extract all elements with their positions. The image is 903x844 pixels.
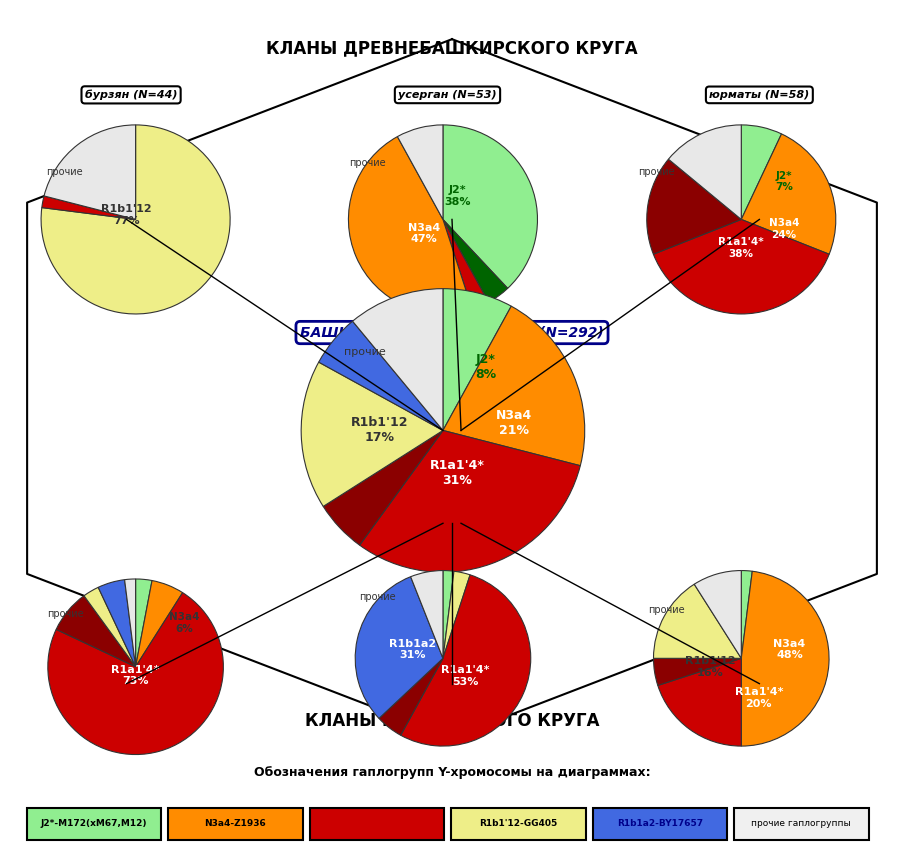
Text: N3a4-Z1936: N3a4-Z1936 (204, 820, 266, 828)
Wedge shape (740, 571, 828, 746)
Text: R1a1'4*
53%: R1a1'4* 53% (440, 665, 489, 687)
Text: R1b1'12
16%: R1b1'12 16% (684, 657, 735, 678)
Wedge shape (84, 587, 135, 667)
FancyBboxPatch shape (733, 808, 868, 840)
Wedge shape (359, 430, 580, 572)
Text: прочие гаплогруппы: прочие гаплогруппы (750, 820, 851, 828)
Text: J2*
7%: J2* 7% (774, 170, 792, 192)
Text: прочие: прочие (358, 592, 395, 602)
Text: N3a4
47%: N3a4 47% (407, 223, 440, 245)
Wedge shape (667, 125, 740, 219)
FancyBboxPatch shape (168, 808, 303, 840)
Wedge shape (442, 219, 507, 302)
Text: тунгаур (N=25): тунгаур (N=25) (710, 662, 807, 672)
Wedge shape (44, 125, 135, 219)
Wedge shape (378, 658, 442, 735)
Wedge shape (646, 160, 740, 254)
Text: R1b1'12
77%: R1b1'12 77% (101, 204, 152, 225)
Text: R1b1a2
31%: R1b1a2 31% (388, 639, 435, 660)
Wedge shape (348, 137, 471, 314)
Text: N3a4
21%: N3a4 21% (495, 409, 531, 437)
Text: БАШКИРЫ ЮГО-ВОСТОЧНЫЕ (N=292): БАШКИРЫ ЮГО-ВОСТОЧНЫЕ (N=292) (300, 326, 603, 339)
Wedge shape (355, 576, 442, 718)
Text: R1a1'4*-M198(xM458): R1a1'4*-M198(xM458) (321, 820, 433, 828)
Text: прочие: прочие (47, 609, 84, 619)
Text: J2*-M172(xM67,M12): J2*-M172(xM67,M12) (41, 820, 147, 828)
Text: N3a4
48%: N3a4 48% (773, 639, 805, 660)
Wedge shape (442, 571, 453, 658)
Text: прочие: прочие (344, 348, 386, 358)
Wedge shape (653, 658, 740, 685)
Wedge shape (60, 143, 137, 224)
Text: R1a1'4*
73%: R1a1'4* 73% (111, 665, 160, 686)
Wedge shape (323, 430, 442, 545)
Wedge shape (301, 362, 442, 506)
Text: прочие: прочие (638, 167, 674, 177)
FancyBboxPatch shape (592, 808, 726, 840)
Text: КЛАНЫ ДРЕВНЕБАШКИРСКОГО КРУГА: КЛАНЫ ДРЕВНЕБАШКИРСКОГО КРУГА (265, 39, 638, 57)
Wedge shape (58, 203, 137, 224)
Wedge shape (41, 125, 230, 314)
Wedge shape (653, 584, 740, 658)
Wedge shape (98, 580, 135, 667)
Wedge shape (135, 579, 152, 667)
Text: прочие: прочие (647, 605, 684, 615)
Wedge shape (442, 306, 584, 466)
Wedge shape (400, 575, 530, 746)
Text: N3a4
6%: N3a4 6% (169, 612, 199, 634)
Wedge shape (442, 219, 488, 310)
Text: R1b1'12-GG405: R1b1'12-GG405 (479, 820, 557, 828)
Text: R1a1'4*
20%: R1a1'4* 20% (734, 687, 782, 709)
Text: R1b1'12
17%: R1b1'12 17% (350, 416, 407, 445)
Text: R1a1'4*
31%: R1a1'4* 31% (429, 459, 484, 487)
FancyBboxPatch shape (27, 808, 161, 840)
Wedge shape (740, 125, 781, 219)
Wedge shape (653, 219, 828, 314)
Wedge shape (319, 322, 442, 430)
Wedge shape (48, 592, 223, 755)
Wedge shape (57, 143, 218, 304)
Wedge shape (410, 571, 442, 658)
Text: прочие: прочие (46, 167, 83, 177)
Text: юрматы (N=58): юрматы (N=58) (709, 89, 808, 100)
Wedge shape (135, 581, 182, 667)
Wedge shape (42, 196, 135, 219)
Wedge shape (740, 134, 835, 254)
Text: прочие: прочие (349, 158, 386, 168)
Wedge shape (442, 125, 537, 289)
FancyBboxPatch shape (451, 808, 585, 840)
Wedge shape (125, 579, 135, 667)
Wedge shape (397, 125, 442, 219)
Text: КЛАНЫ КЫПЧАКСКОГО КРУГА: КЛАНЫ КЫПЧАКСКОГО КРУГА (304, 711, 599, 730)
Text: Обозначения гаплогрупп Y-хромосомы на диаграммах:: Обозначения гаплогрупп Y-хромосомы на ди… (254, 766, 649, 779)
Wedge shape (442, 289, 511, 430)
Text: J2*
38%: J2* 38% (443, 185, 470, 207)
Wedge shape (352, 289, 442, 430)
Text: бурзян (N=44): бурзян (N=44) (85, 89, 177, 100)
FancyBboxPatch shape (310, 808, 443, 840)
Text: R1a1'4*
38%: R1a1'4* 38% (718, 237, 763, 258)
Wedge shape (56, 596, 135, 667)
Wedge shape (694, 571, 740, 658)
Text: кыпчак (N=63): кыпчак (N=63) (83, 662, 179, 672)
Text: тамьян (N=49): тамьян (N=49) (400, 662, 494, 672)
Wedge shape (657, 658, 740, 746)
Text: N3a4
24%: N3a4 24% (768, 218, 798, 240)
Wedge shape (442, 571, 470, 658)
Text: усерган (N=53): усерган (N=53) (397, 89, 497, 100)
Text: R1b1a2-BY17657: R1b1a2-BY17657 (616, 820, 703, 828)
Wedge shape (740, 571, 751, 658)
Text: J2*
8%: J2* 8% (474, 353, 496, 381)
